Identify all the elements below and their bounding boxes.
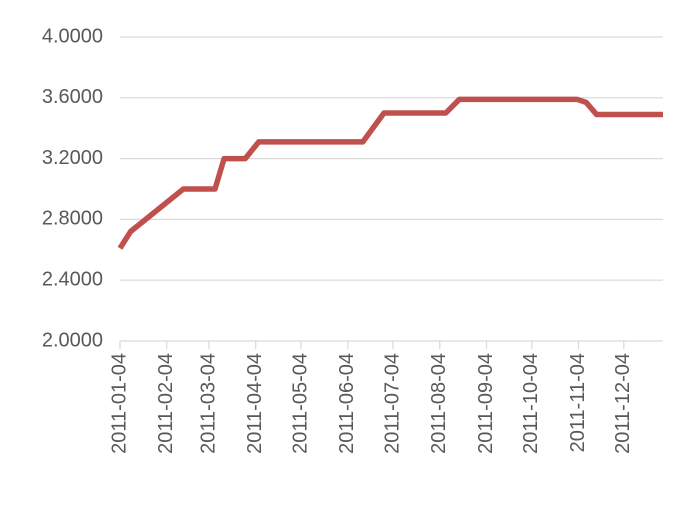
y-tick-label: 2.0000 <box>42 329 103 351</box>
x-tick-label: 2011-09-04 <box>475 353 497 454</box>
data-line <box>117 96 663 250</box>
y-tick-label: 3.2000 <box>42 147 103 169</box>
x-tick-label: 2011-12-04 <box>612 353 634 454</box>
x-tick-label: 2011-06-04 <box>336 353 358 454</box>
y-tick-label: 4.0000 <box>42 25 103 47</box>
x-tick-label: 2011-01-04 <box>108 353 130 454</box>
x-tick-label: 2011-10-04 <box>520 353 542 454</box>
x-tick-label: 2011-07-04 <box>381 353 403 454</box>
y-tick-label: 3.6000 <box>42 86 103 108</box>
x-tick-label: 2011-03-04 <box>197 353 219 454</box>
y-tick-label: 2.4000 <box>42 268 103 290</box>
y-tick-label: 2.8000 <box>42 208 103 230</box>
x-tick-label: 2011-05-04 <box>289 353 311 454</box>
x-tick-label: 2011-11-04 <box>567 353 589 452</box>
x-tick-label: 2011-04-04 <box>244 353 266 454</box>
x-tick-label: 2011-02-04 <box>155 353 177 454</box>
x-tick-label: 2011-08-04 <box>428 353 450 454</box>
